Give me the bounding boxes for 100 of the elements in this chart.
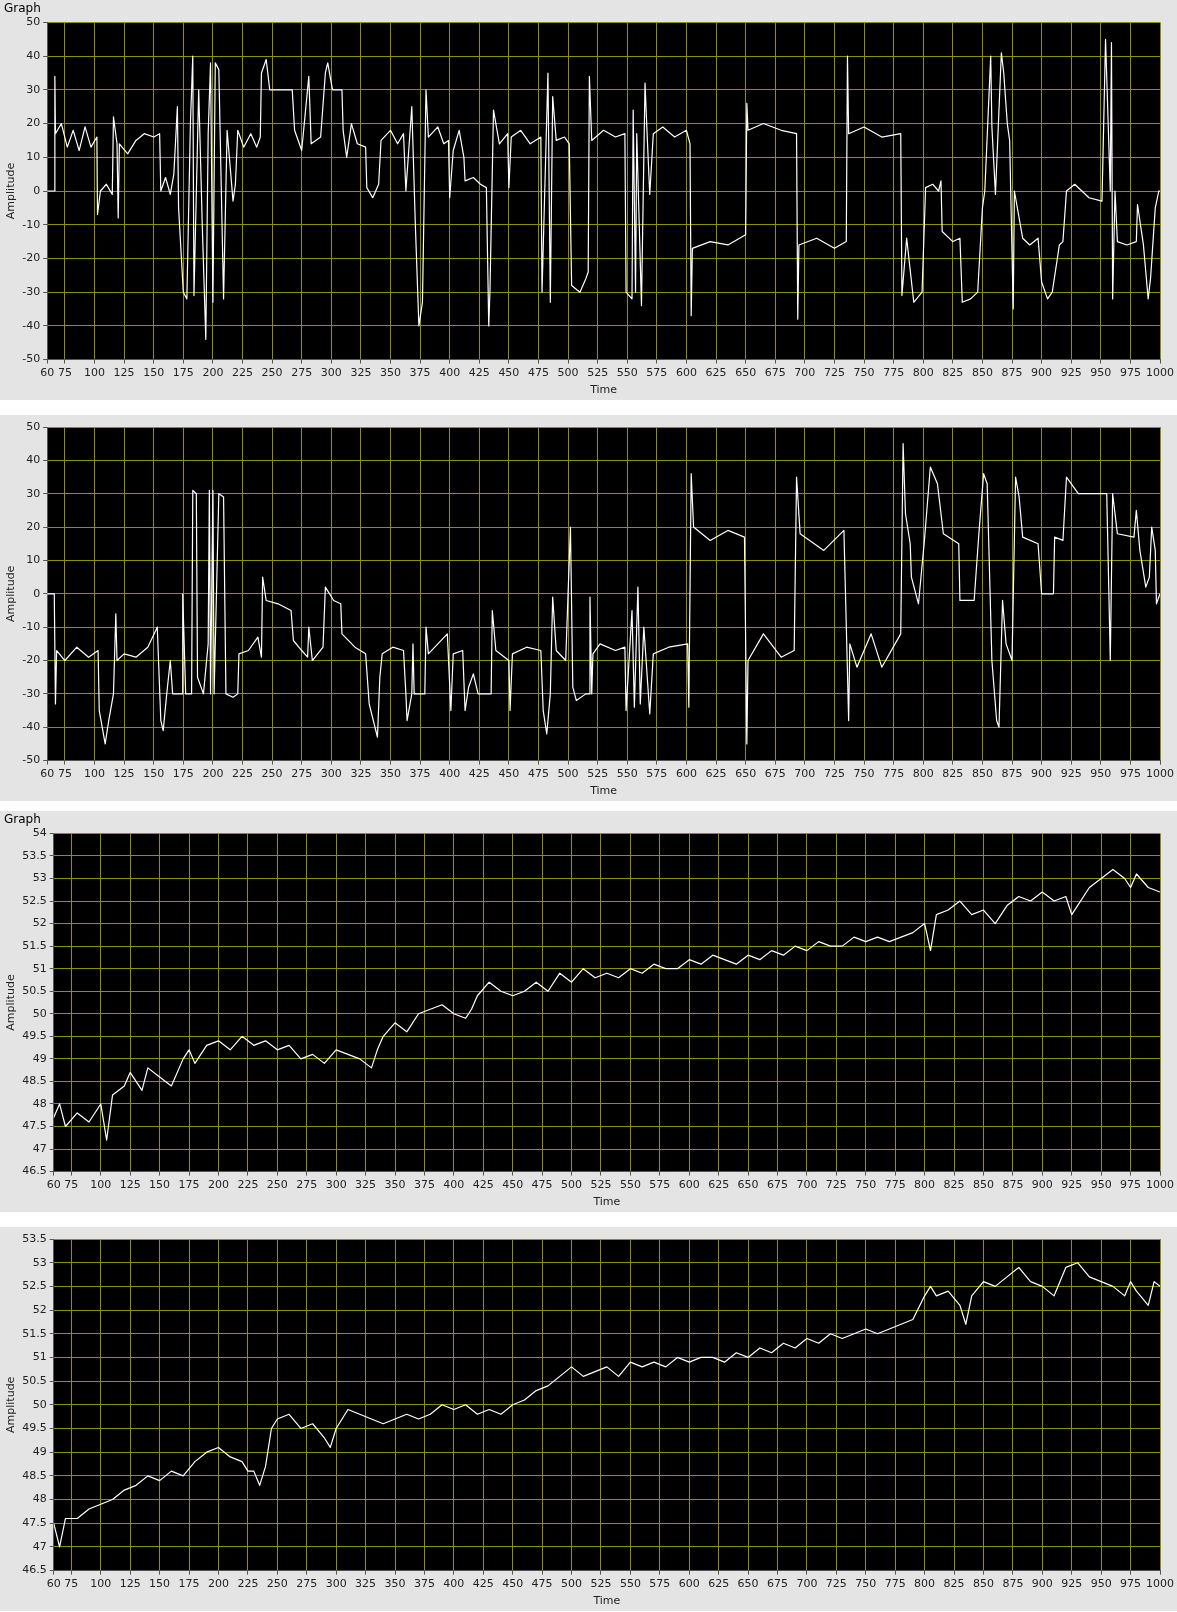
x-tick-label: 325 xyxy=(355,1577,377,1591)
x-tick-label: 350 xyxy=(379,767,401,781)
x-tick-label: 1000 xyxy=(1146,366,1174,380)
x-tick-label: 225 xyxy=(232,767,253,781)
x-tick-label: 600 xyxy=(678,1178,700,1192)
x-tick-label: 975 xyxy=(1120,1178,1142,1192)
y-tick-label: 40 xyxy=(26,453,41,467)
x-tick-label: 350 xyxy=(384,1178,406,1192)
x-tick-label: 500 xyxy=(557,767,579,781)
x-tick-label: 100 xyxy=(90,1178,112,1192)
x-tick-label: 700 xyxy=(794,767,816,781)
x-tick-label: 875 xyxy=(1001,366,1023,380)
x-tick-label: 875 xyxy=(1001,767,1023,781)
x-tick-label: 900 xyxy=(1031,1178,1053,1192)
x-tick-label: 125 xyxy=(113,366,135,380)
x-tick-label: 525 xyxy=(590,1178,612,1192)
x-tick-label: 1000 xyxy=(1146,767,1174,781)
x-tick-label: 500 xyxy=(561,1577,583,1591)
x-tick-label: 675 xyxy=(767,1577,788,1591)
x-tick-label: 550 xyxy=(616,767,638,781)
x-tick-label: 975 xyxy=(1119,767,1141,781)
x-tick-label: 450 xyxy=(498,366,520,380)
x-tick-label: 550 xyxy=(619,1577,641,1591)
y-tick-label: 50.5 xyxy=(22,1373,47,1387)
y-tick-label: 10 xyxy=(26,553,41,567)
y-tick-label: -40 xyxy=(22,720,41,734)
x-tick-label: 800 xyxy=(914,1178,936,1192)
x-tick-label: 675 xyxy=(767,1178,788,1192)
x-tick-label: 200 xyxy=(207,1178,229,1192)
x-tick-label: 925 xyxy=(1061,1178,1083,1192)
x-tick-label: 525 xyxy=(587,767,609,781)
y-tick-label: 30 xyxy=(26,486,41,500)
y-tick-label: 52 xyxy=(32,916,47,930)
y-tick-label: 48.5 xyxy=(22,1074,47,1088)
x-tick-label: 950 xyxy=(1090,767,1112,781)
x-tick-label: 350 xyxy=(379,366,401,380)
y-tick-label: 47 xyxy=(32,1141,47,1155)
y-tick-label: 20 xyxy=(26,519,41,533)
x-tick-label: 125 xyxy=(119,1577,141,1591)
x-tick-label: 925 xyxy=(1060,366,1082,380)
y-tick-label: 47.5 xyxy=(22,1119,47,1133)
x-tick-label: 900 xyxy=(1031,366,1053,380)
x-tick-label: 700 xyxy=(796,1577,818,1591)
x-tick-label: 175 xyxy=(178,1178,200,1192)
x-tick-label: 825 xyxy=(942,767,964,781)
y-tick-label: -20 xyxy=(22,653,41,667)
chart-title: Graph xyxy=(4,1,41,16)
x-tick-label: 575 xyxy=(649,1178,671,1192)
x-tick-label: 775 xyxy=(884,1178,906,1192)
x-tick-label: 400 xyxy=(443,1178,465,1192)
x-tick-label: 725 xyxy=(823,366,845,380)
x-axis-title: Time xyxy=(592,1195,621,1209)
x-tick-label: 200 xyxy=(207,1577,229,1591)
x-tick-label: 950 xyxy=(1090,1178,1112,1192)
y-axis-title: Amplitude xyxy=(4,162,18,220)
y-tick-label: -30 xyxy=(22,285,41,299)
x-tick-label: 950 xyxy=(1090,366,1112,380)
y-tick-label: -10 xyxy=(22,620,41,634)
x-tick-label: 75 xyxy=(64,1178,79,1192)
y-tick-label: 51 xyxy=(32,961,47,975)
x-tick-label: 250 xyxy=(261,767,283,781)
y-tick-label: 49 xyxy=(32,1445,47,1459)
y-tick-label: 49.5 xyxy=(22,1421,47,1435)
x-axis-title: Time xyxy=(589,784,618,798)
x-tick-label: 400 xyxy=(439,767,461,781)
x-tick-label: 850 xyxy=(971,767,993,781)
x-tick-label: 60 xyxy=(40,767,55,781)
x-tick-label: 150 xyxy=(143,366,165,380)
x-tick-label: 225 xyxy=(237,1178,259,1192)
x-tick-label: 825 xyxy=(943,1178,965,1192)
x-tick-label: 60 xyxy=(46,1178,61,1192)
y-tick-label: 50 xyxy=(32,1006,47,1020)
y-tick-label: -40 xyxy=(22,318,41,332)
y-tick-label: 51.5 xyxy=(22,1326,47,1340)
x-tick-label: 350 xyxy=(384,1577,406,1591)
y-tick-label: 30 xyxy=(26,82,41,96)
x-tick-label: 850 xyxy=(972,1178,994,1192)
x-tick-label: 675 xyxy=(764,366,786,380)
x-tick-label: 300 xyxy=(320,366,342,380)
x-tick-label: 725 xyxy=(825,1178,847,1192)
x-tick-label: 100 xyxy=(90,1577,112,1591)
x-tick-label: 750 xyxy=(855,1577,877,1591)
x-axis-title: Time xyxy=(589,383,618,397)
y-tick-label: -30 xyxy=(22,686,41,700)
x-tick-label: 375 xyxy=(409,366,431,380)
x-tick-label: 250 xyxy=(266,1178,288,1192)
x-tick-label: 975 xyxy=(1120,1577,1142,1591)
x-tick-label: 550 xyxy=(616,366,638,380)
x-tick-label: 425 xyxy=(472,1178,494,1192)
x-tick-label: 650 xyxy=(735,767,757,781)
y-tick-label: 51 xyxy=(32,1350,47,1364)
y-tick-label: 10 xyxy=(26,150,41,164)
x-tick-label: 775 xyxy=(883,767,905,781)
y-tick-label: 53 xyxy=(32,871,47,885)
x-tick-label: 625 xyxy=(708,1577,730,1591)
y-tick-label: 0 xyxy=(33,183,41,197)
chart-title: Graph xyxy=(4,812,41,827)
y-axis-title: Amplitude xyxy=(4,974,18,1031)
x-tick-label: 75 xyxy=(57,366,72,380)
y-axis-title: Amplitude xyxy=(4,1376,18,1433)
